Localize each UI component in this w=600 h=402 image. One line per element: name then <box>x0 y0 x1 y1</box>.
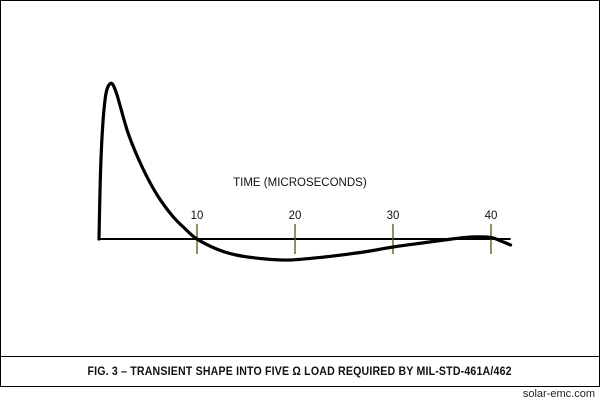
x-tick-label-40: 40 <box>485 210 498 222</box>
transient-chart: 10 20 30 40 TIME (MICROSECONDS) <box>97 81 513 262</box>
figure-caption: FIG. 3 – TRANSIENT SHAPE INTO FIVE Ω LOA… <box>87 365 513 378</box>
source-footer: solar-emc.com <box>522 388 595 400</box>
x-tick-label-10: 10 <box>191 210 204 222</box>
transient-waveform-line <box>97 81 513 262</box>
caption-panel: FIG. 3 – TRANSIENT SHAPE INTO FIVE Ω LOA… <box>0 356 600 387</box>
x-tick-label-30: 30 <box>387 210 400 222</box>
plot-panel: 10 20 30 40 TIME (MICROSECONDS) <box>0 0 600 357</box>
x-axis-label: TIME (MICROSECONDS) <box>233 177 367 189</box>
x-tick-label-20: 20 <box>289 210 302 222</box>
